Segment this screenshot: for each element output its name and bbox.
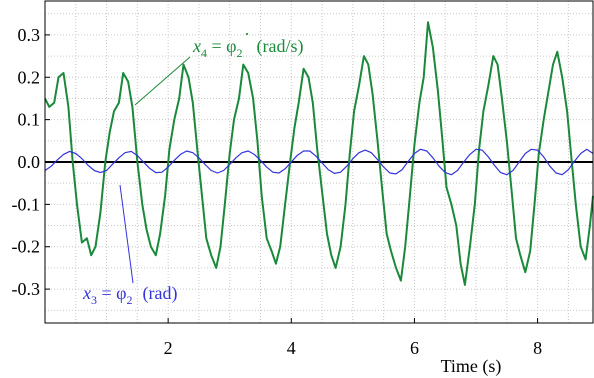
y-tick-label-6: 0.3: [18, 25, 41, 45]
annotation-x4-lhs-sub: 4: [201, 46, 207, 60]
annotation-x4: x4 = φ2 (rad/s) ·: [134, 24, 304, 106]
annotation-x3-rhs-sub: 2: [127, 293, 133, 307]
x-ticks: 2 4 6 8: [164, 318, 542, 358]
annotation-x3-text: x3 = φ2 (rad): [82, 283, 178, 307]
annotation-x3-eq: =: [97, 283, 116, 303]
annotation-x4-text: x4 = φ2 (rad/s): [192, 36, 304, 60]
y-ticks: -0.3 -0.2 -0.1 0.0 0.1 0.2 0.3: [12, 25, 50, 299]
series-line-1: [44, 148, 594, 176]
x-axis-title: Time (s): [441, 356, 502, 377]
annotation-x4-lhs: x: [192, 36, 201, 56]
y-tick-label-3: 0.0: [18, 152, 41, 172]
series-line-0: [44, 21, 594, 286]
x-tick-label-3: 8: [533, 338, 542, 358]
annotation-x3-lhs: x: [82, 283, 91, 303]
annotation-x4-leader: [134, 56, 191, 106]
annotation-x4-rhs: φ: [226, 36, 236, 56]
annotation-x4-rhs-sub: 2: [237, 46, 243, 60]
annotation-x3: x3 = φ2 (rad): [82, 184, 178, 307]
x-tick-label-1: 4: [287, 338, 296, 358]
y-tick-label-1: -0.2: [12, 237, 41, 257]
y-tick-label-2: -0.1: [12, 194, 41, 214]
annotation-x4-unit: (rad/s): [257, 36, 304, 57]
y-tick-label-5: 0.2: [18, 67, 41, 87]
annotation-x3-rhs: φ: [116, 283, 126, 303]
series-group: [44, 21, 594, 286]
annotation-x4-dot: ·: [244, 24, 250, 44]
annotation-x3-lhs-sub: 3: [91, 293, 97, 307]
y-tick-label-4: 0.1: [18, 110, 41, 130]
annotation-x4-eq: =: [207, 36, 226, 56]
annotation-x3-unit: (rad): [143, 283, 178, 304]
annotation-x3-leader: [119, 184, 134, 284]
x-tick-label-2: 6: [410, 338, 419, 358]
y-tick-label-0: -0.3: [12, 279, 41, 299]
x-tick-label-0: 2: [164, 338, 173, 358]
